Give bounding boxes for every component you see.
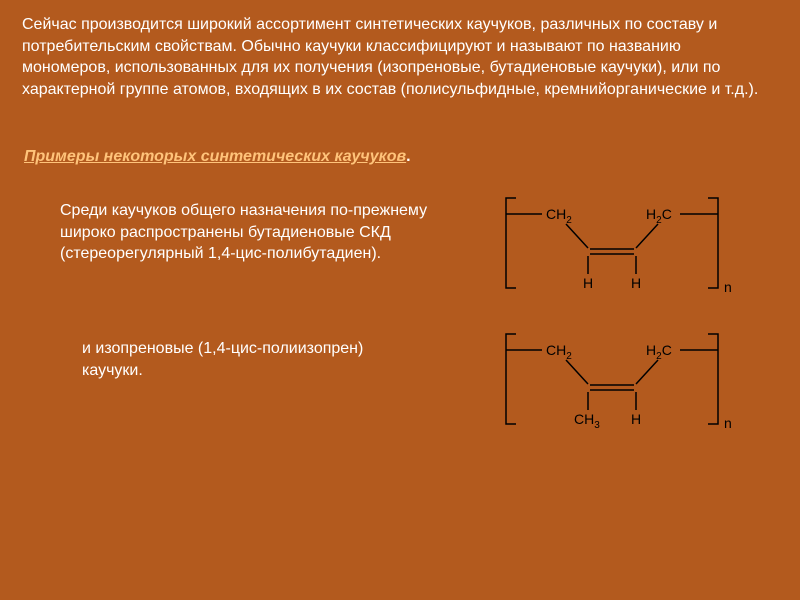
left-ch: CH [546,342,566,358]
repeat-n: n [724,415,732,431]
repeat-n: n [724,279,732,295]
examples-heading-text: Примеры некоторых синтетических каучуков [24,148,406,165]
polyisoprene-text: и изопреновые (1,4-цис-полиизопрен) кауч… [82,338,422,381]
bottom-left-ch-sub: 3 [594,420,600,431]
svg-text:CH2: CH2 [546,342,572,362]
bottom-left-ch: CH [574,411,594,427]
polybutadiene-text: Среди каучуков общего назначения по-преж… [60,200,460,265]
polybutadiene-structure: n CH2 H2C H H [488,192,748,302]
polyisoprene-structure: n CH2 H2C CH3 H [488,328,748,438]
svg-text:H2C: H2C [646,206,672,226]
left-ch: CH [546,206,566,222]
right-c: C [662,206,672,222]
bottom-right-h: H [631,275,641,291]
examples-heading: Примеры некоторых синтетических каучуков… [24,148,411,166]
bottom-right-h: H [631,411,641,427]
svg-text:CH3: CH3 [574,411,600,431]
right-h: H [646,342,656,358]
svg-text:H2C: H2C [646,342,672,362]
bottom-left-h: H [583,275,593,291]
right-h: H [646,206,656,222]
intro-paragraph: Сейчас производится широкий ассортимент … [22,14,762,100]
svg-text:CH2: CH2 [546,206,572,226]
examples-heading-dot: . [406,148,410,166]
right-c: C [662,342,672,358]
